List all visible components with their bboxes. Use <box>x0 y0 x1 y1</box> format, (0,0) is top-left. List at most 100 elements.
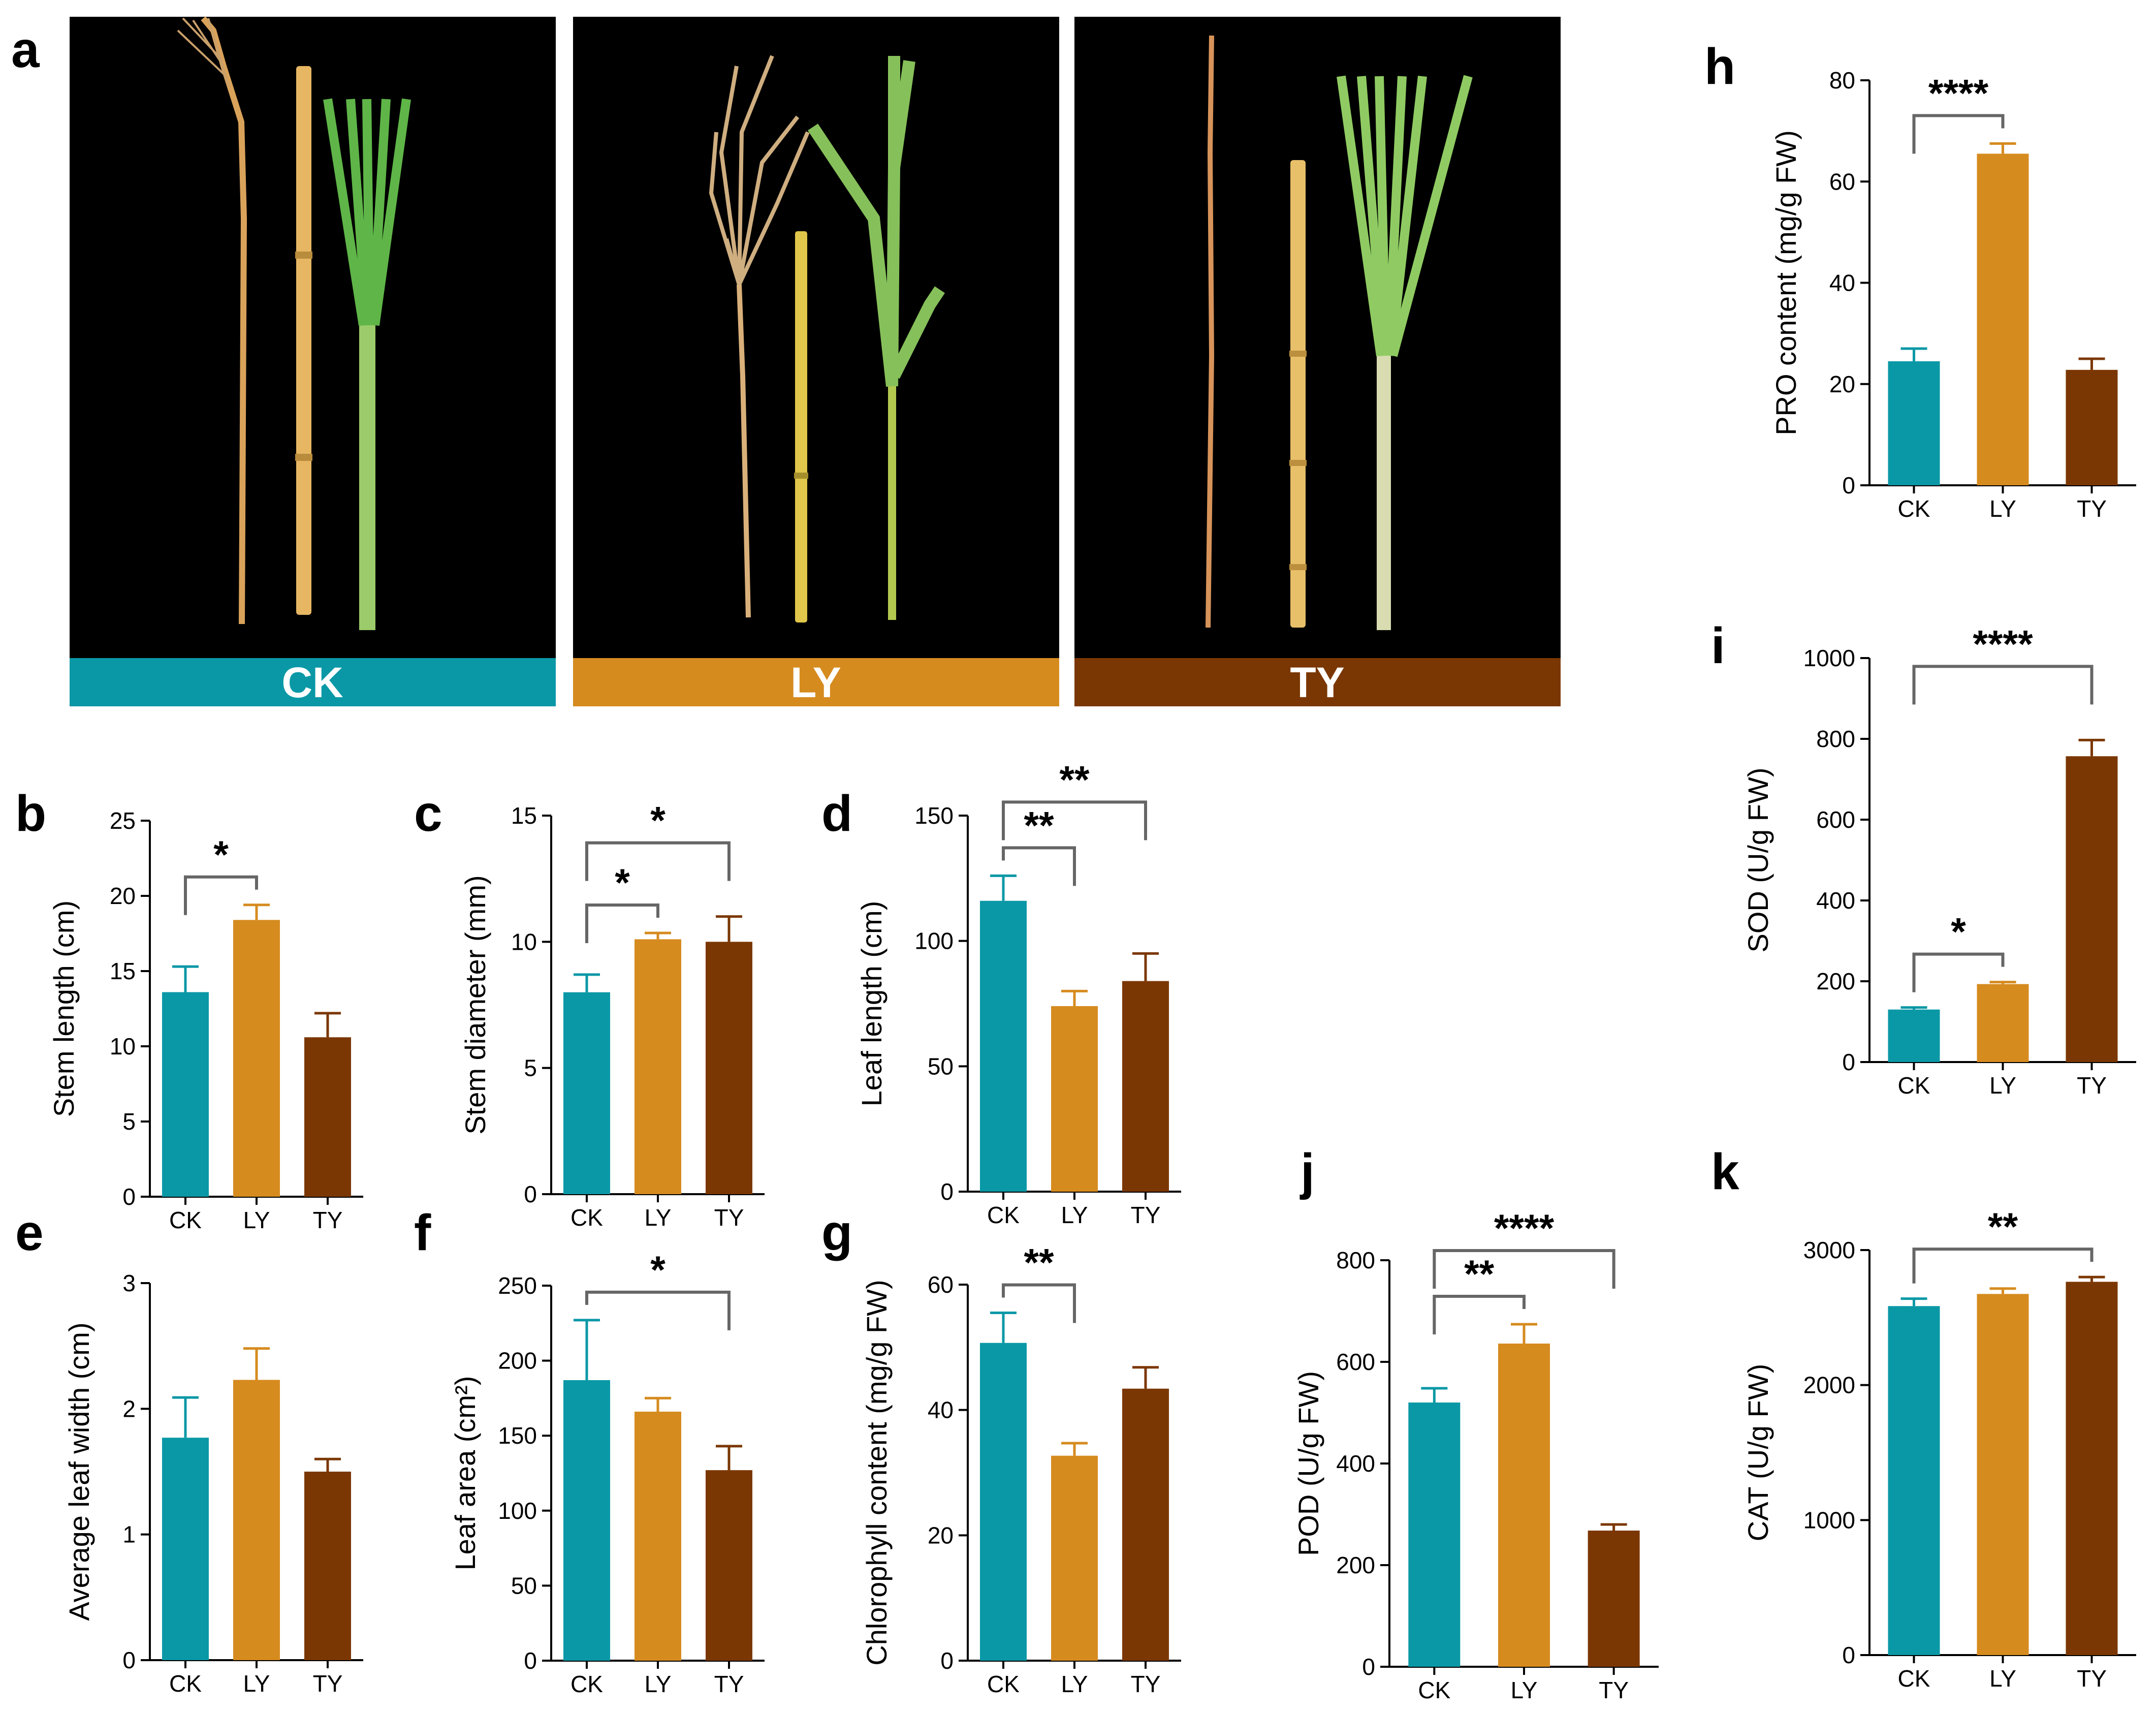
bar-ly <box>1977 984 2029 1062</box>
y-tick-label: 200 <box>498 1348 537 1374</box>
y-tick-label: 600 <box>1816 806 1855 833</box>
y-tick-label: 10 <box>511 928 537 955</box>
significance-bracket <box>184 875 258 915</box>
bar-ck <box>980 900 1027 1192</box>
significance-label: ** <box>1024 1241 1054 1285</box>
bar-ty <box>2066 1282 2118 1655</box>
significance-label: ** <box>1988 1205 2018 1249</box>
y-tick-label: 200 <box>1336 1552 1375 1578</box>
photo-ly-background <box>573 17 1059 658</box>
y-tick-label: 0 <box>1362 1654 1375 1680</box>
bar-ly <box>635 939 681 1194</box>
significance-label: **** <box>1928 72 1989 115</box>
bar-ty <box>304 1472 351 1660</box>
panel-c-label: c <box>414 785 442 842</box>
y-tick-label: 40 <box>1829 270 1855 296</box>
y-axis-title: Chlorophyll content (mg/g FW) <box>861 1280 893 1665</box>
y-tick-label: 0 <box>1842 1642 1855 1668</box>
y-tick-label: 0 <box>1842 472 1855 499</box>
x-tick-label: TY <box>313 1207 343 1233</box>
bar-ck <box>1888 1306 1940 1655</box>
bar-ly <box>1051 1455 1098 1661</box>
significance-bracket <box>1912 952 2005 992</box>
significance-bracket <box>585 841 731 881</box>
x-tick-label: LY <box>1061 1202 1088 1228</box>
y-tick-label: 150 <box>498 1422 537 1449</box>
x-tick-label: TY <box>313 1670 343 1697</box>
x-tick-label: CK <box>1418 1677 1450 1703</box>
y-tick-label: 60 <box>1829 168 1855 195</box>
significance-bracket <box>585 1290 731 1330</box>
panel-f-label: f <box>414 1204 431 1261</box>
y-tick-label: 800 <box>1336 1247 1375 1273</box>
y-tick-label: 40 <box>928 1397 954 1423</box>
x-tick-label: LY <box>1989 495 2016 522</box>
x-tick-label: CK <box>1898 1665 1930 1692</box>
photo-ty-background <box>1074 17 1561 658</box>
y-tick-label: 20 <box>928 1522 954 1548</box>
bar-ty <box>2066 369 2118 485</box>
x-tick-label: LY <box>243 1670 270 1697</box>
x-tick-label: CK <box>169 1207 202 1233</box>
panel-j-label: j <box>1299 1143 1315 1200</box>
panel-i-label: i <box>1711 617 1725 674</box>
x-tick-label: CK <box>169 1670 202 1697</box>
ty-panicle-stem-illustration <box>1206 35 1215 628</box>
x-tick-label: LY <box>645 1204 672 1231</box>
significance-label: ** <box>1024 804 1054 847</box>
y-tick-label: 15 <box>110 958 136 984</box>
significance-label: **** <box>1494 1207 1555 1250</box>
y-tick-label: 100 <box>914 928 954 954</box>
bar-ty <box>304 1037 351 1197</box>
bar-ty <box>1122 981 1169 1192</box>
bar-ck <box>1888 1009 1940 1062</box>
significance-label: * <box>650 1249 665 1292</box>
x-tick-label: TY <box>2077 1665 2107 1692</box>
y-tick-label: 200 <box>1816 968 1855 994</box>
y-tick-label: 100 <box>498 1498 537 1524</box>
x-tick-label: CK <box>570 1204 603 1231</box>
x-tick-label: CK <box>987 1202 1020 1228</box>
y-tick-label: 400 <box>1336 1450 1375 1477</box>
bar-ly <box>233 920 280 1197</box>
y-axis-title: SOD (U/g FW) <box>1742 768 1774 953</box>
x-tick-label: LY <box>645 1671 672 1697</box>
y-tick-label: 3 <box>122 1270 136 1296</box>
y-tick-label: 150 <box>914 802 954 829</box>
bar-ly <box>1977 153 2029 485</box>
significance-bracket <box>1912 114 2005 154</box>
y-tick-label: 20 <box>1829 371 1855 397</box>
x-tick-label: TY <box>2077 495 2107 522</box>
bar-ck <box>1888 361 1940 485</box>
ly-leaves-illustration <box>808 56 945 620</box>
bar-ty <box>706 1470 752 1661</box>
group-band-ck <box>70 658 556 706</box>
significance-label: **** <box>1973 622 2033 666</box>
y-axis-title: Leaf length (cm) <box>855 901 887 1107</box>
panel-h-label: h <box>1704 38 1735 95</box>
x-tick-label: CK <box>987 1671 1020 1697</box>
significance-bracket <box>1912 665 2094 705</box>
y-tick-label: 50 <box>511 1572 537 1599</box>
panel-e: e 0 1 2 3 Average leaf width (cm) CK LY TY <box>15 1204 363 1697</box>
significance-label: * <box>1951 911 1966 954</box>
group-band-ly-label: LY <box>790 659 841 706</box>
x-tick-label: TY <box>1599 1677 1629 1703</box>
y-axis-title: PRO content (mg/g FW) <box>1770 130 1802 435</box>
bar-ly <box>233 1380 280 1660</box>
significance-bracket <box>1002 800 1147 840</box>
panel-a: a CK <box>11 16 1561 706</box>
panel-h: h 0 20 40 60 80 PRO content (mg/g FW) CK LY TY ***… <box>1704 38 2136 522</box>
y-tick-label: 2 <box>122 1395 136 1422</box>
bar-ty <box>1122 1388 1169 1661</box>
ck-leaves-illustration <box>323 98 411 630</box>
significance-label: ** <box>1464 1253 1495 1296</box>
photo-ck <box>70 16 556 658</box>
group-band-ty-label: TY <box>1290 659 1344 706</box>
x-tick-label: TY <box>714 1671 744 1697</box>
y-tick-label: 10 <box>110 1033 136 1060</box>
y-axis-title: Average leaf width (cm) <box>63 1322 95 1621</box>
y-tick-label: 1 <box>122 1521 136 1548</box>
bar-ly <box>635 1411 681 1661</box>
bar-ck <box>162 1438 209 1660</box>
